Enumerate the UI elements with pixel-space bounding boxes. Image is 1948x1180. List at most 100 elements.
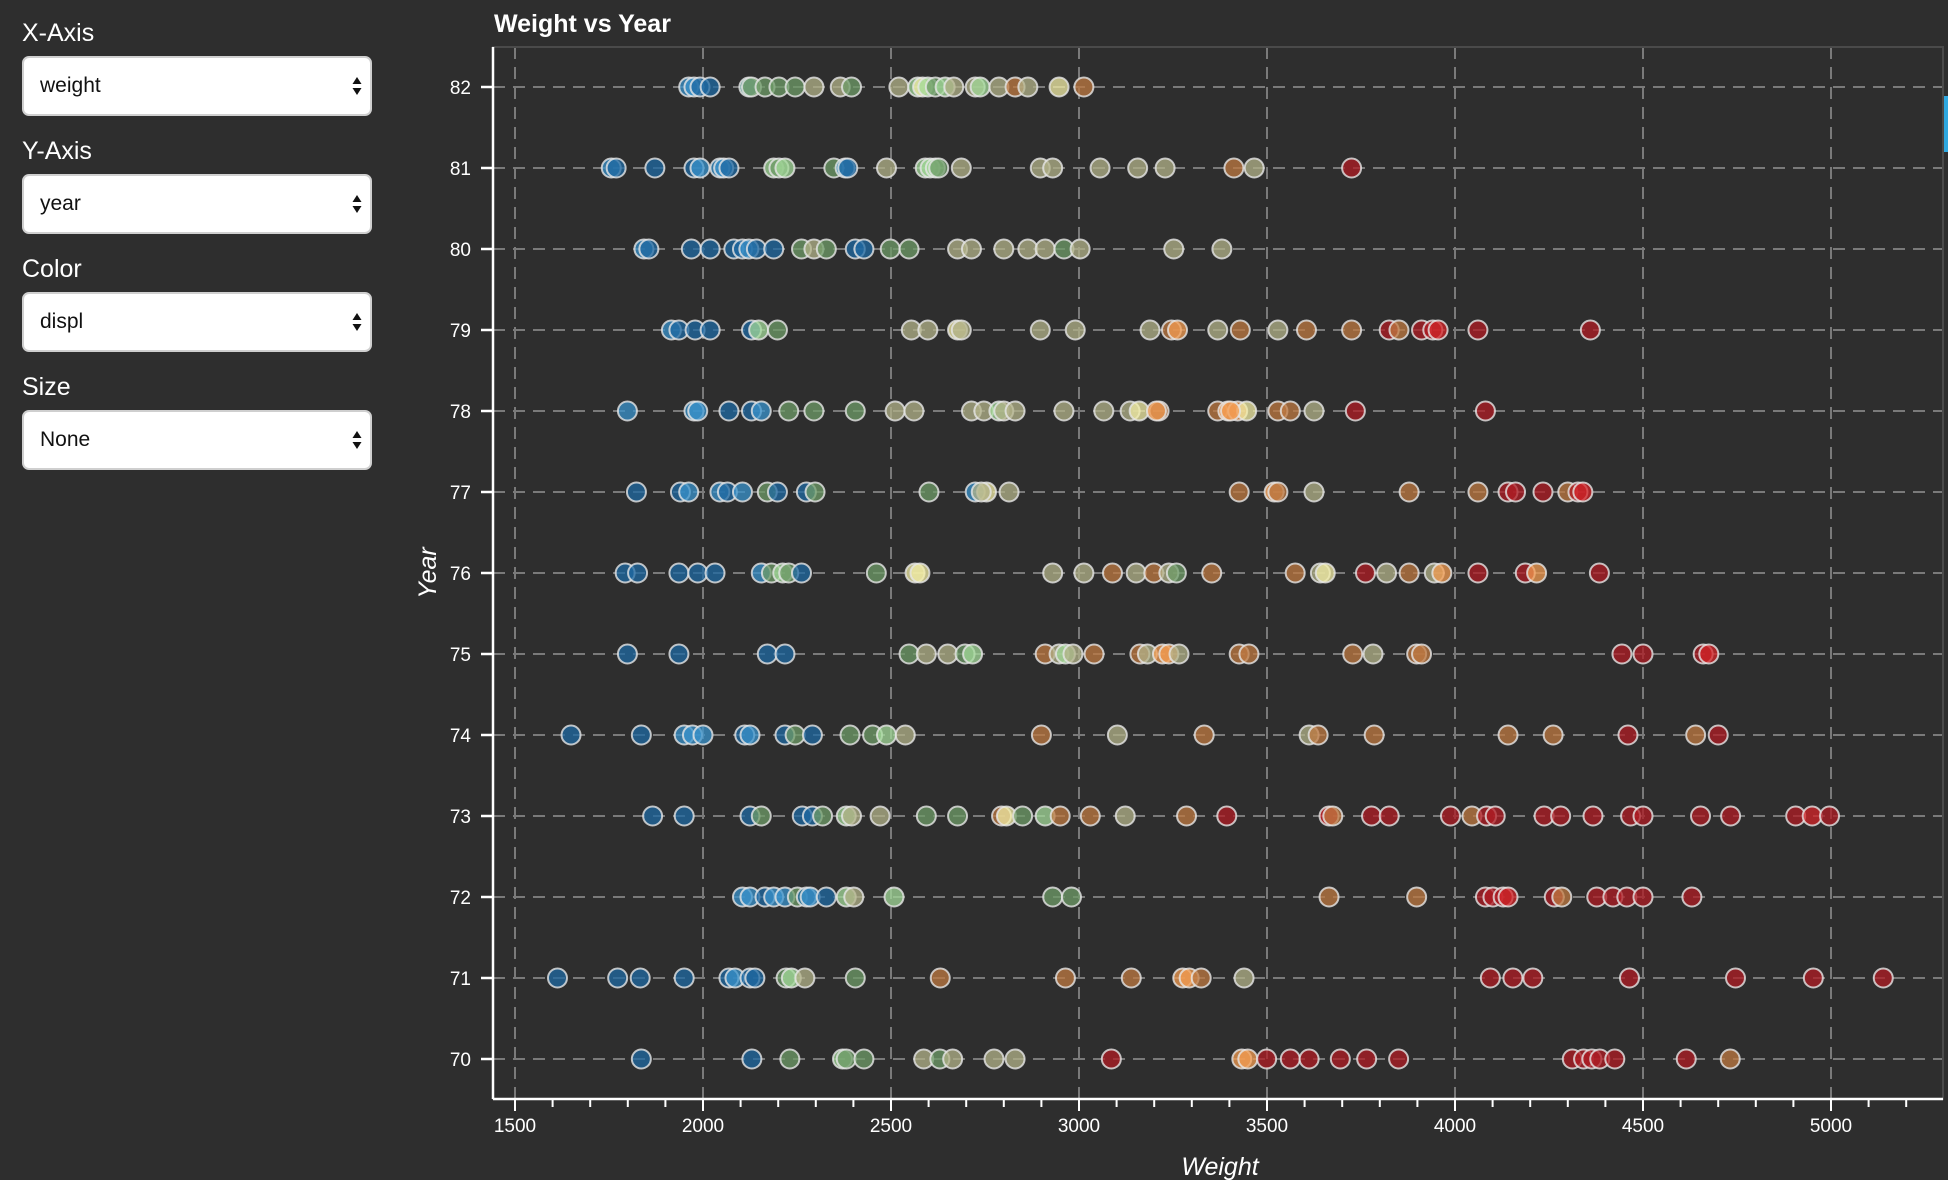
data-point[interactable] [1017, 76, 1039, 98]
data-point[interactable] [950, 157, 972, 179]
data-point[interactable] [843, 886, 865, 908]
data-point[interactable] [875, 157, 897, 179]
data-point[interactable] [689, 157, 711, 179]
data-point[interactable] [853, 238, 875, 260]
data-point[interactable] [1497, 724, 1519, 746]
data-point[interactable] [960, 238, 982, 260]
data-point[interactable] [898, 643, 920, 665]
data-point[interactable] [560, 724, 582, 746]
data-point[interactable] [1279, 1048, 1301, 1070]
x-axis-select[interactable]: weight [22, 56, 372, 116]
data-point[interactable] [1720, 805, 1742, 827]
data-point[interactable] [616, 400, 638, 422]
data-point[interactable] [928, 157, 950, 179]
data-point[interactable] [718, 400, 740, 422]
data-point[interactable] [673, 967, 695, 989]
data-point[interactable] [1073, 562, 1095, 584]
data-point[interactable] [1220, 400, 1242, 422]
data-point[interactable] [1139, 319, 1161, 341]
data-point[interactable] [1042, 157, 1064, 179]
data-point[interactable] [668, 643, 690, 665]
data-point[interactable] [803, 76, 825, 98]
data-point[interactable] [969, 76, 991, 98]
data-point[interactable] [766, 319, 788, 341]
data-point[interactable] [1467, 562, 1489, 584]
data-point[interactable] [784, 76, 806, 98]
data-point[interactable] [1719, 1048, 1741, 1070]
data-point[interactable] [1120, 967, 1142, 989]
data-point[interactable] [1237, 1048, 1259, 1070]
data-point[interactable] [605, 157, 627, 179]
data-point[interactable] [804, 481, 826, 503]
panel-scroll-indicator[interactable] [1944, 96, 1948, 152]
data-point[interactable] [950, 319, 972, 341]
data-point[interactable] [1004, 1048, 1026, 1070]
data-point[interactable] [1128, 400, 1150, 422]
data-point[interactable] [1030, 724, 1052, 746]
data-point[interactable] [1295, 319, 1317, 341]
data-point[interactable] [841, 805, 863, 827]
data-point[interactable] [1675, 1048, 1697, 1070]
data-point[interactable] [1542, 724, 1564, 746]
data-point[interactable] [1604, 1048, 1626, 1070]
data-point[interactable] [1100, 1048, 1122, 1070]
data-point[interactable] [638, 238, 660, 260]
data-point[interactable] [1872, 967, 1894, 989]
data-point[interactable] [778, 400, 800, 422]
data-point[interactable] [801, 724, 823, 746]
data-point[interactable] [680, 238, 702, 260]
data-point[interactable] [1318, 886, 1340, 908]
data-point[interactable] [815, 238, 837, 260]
data-point[interactable] [1048, 76, 1070, 98]
data-point[interactable] [937, 643, 959, 665]
data-point[interactable] [1154, 157, 1176, 179]
data-point[interactable] [837, 157, 859, 179]
data-point[interactable] [1632, 886, 1654, 908]
data-point[interactable] [1681, 886, 1703, 908]
data-point[interactable] [1572, 481, 1594, 503]
data-point[interactable] [879, 238, 901, 260]
data-point[interactable] [1376, 562, 1398, 584]
data-point[interactable] [1034, 238, 1056, 260]
data-point[interactable] [983, 1048, 1005, 1070]
data-point[interactable] [1201, 562, 1223, 584]
data-point[interactable] [718, 157, 740, 179]
data-point[interactable] [844, 967, 866, 989]
data-point[interactable] [853, 1048, 875, 1070]
data-point[interactable] [803, 400, 825, 422]
data-point[interactable] [1611, 643, 1633, 665]
color-select[interactable]: displ [22, 292, 372, 352]
data-point[interactable] [844, 400, 866, 422]
data-point[interactable] [1526, 562, 1548, 584]
data-point[interactable] [1211, 238, 1233, 260]
data-point[interactable] [1588, 562, 1610, 584]
data-point[interactable] [1801, 805, 1823, 827]
data-point[interactable] [903, 400, 925, 422]
data-point[interactable] [1029, 319, 1051, 341]
data-point[interactable] [1802, 967, 1824, 989]
data-point[interactable] [1685, 724, 1707, 746]
data-point[interactable] [1439, 805, 1461, 827]
data-point[interactable] [1431, 562, 1453, 584]
data-point[interactable] [1145, 400, 1167, 422]
data-point[interactable] [1411, 643, 1433, 665]
data-point[interactable] [1551, 886, 1573, 908]
data-point[interactable] [1361, 805, 1383, 827]
data-point[interactable] [644, 157, 666, 179]
data-point[interactable] [1256, 1048, 1278, 1070]
size-select[interactable]: None [22, 410, 372, 470]
data-point[interactable] [1356, 1048, 1378, 1070]
data-point[interactable] [704, 562, 726, 584]
data-point[interactable] [1724, 967, 1746, 989]
data-point[interactable] [794, 967, 816, 989]
data-point[interactable] [1818, 805, 1840, 827]
data-point[interactable] [998, 481, 1020, 503]
data-point[interactable] [917, 319, 939, 341]
data-point[interactable] [1233, 967, 1255, 989]
data-point[interactable] [1388, 319, 1410, 341]
data-point[interactable] [630, 724, 652, 746]
data-point[interactable] [1502, 967, 1524, 989]
data-point[interactable] [875, 724, 897, 746]
data-point[interactable] [699, 319, 721, 341]
data-point[interactable] [1190, 967, 1212, 989]
